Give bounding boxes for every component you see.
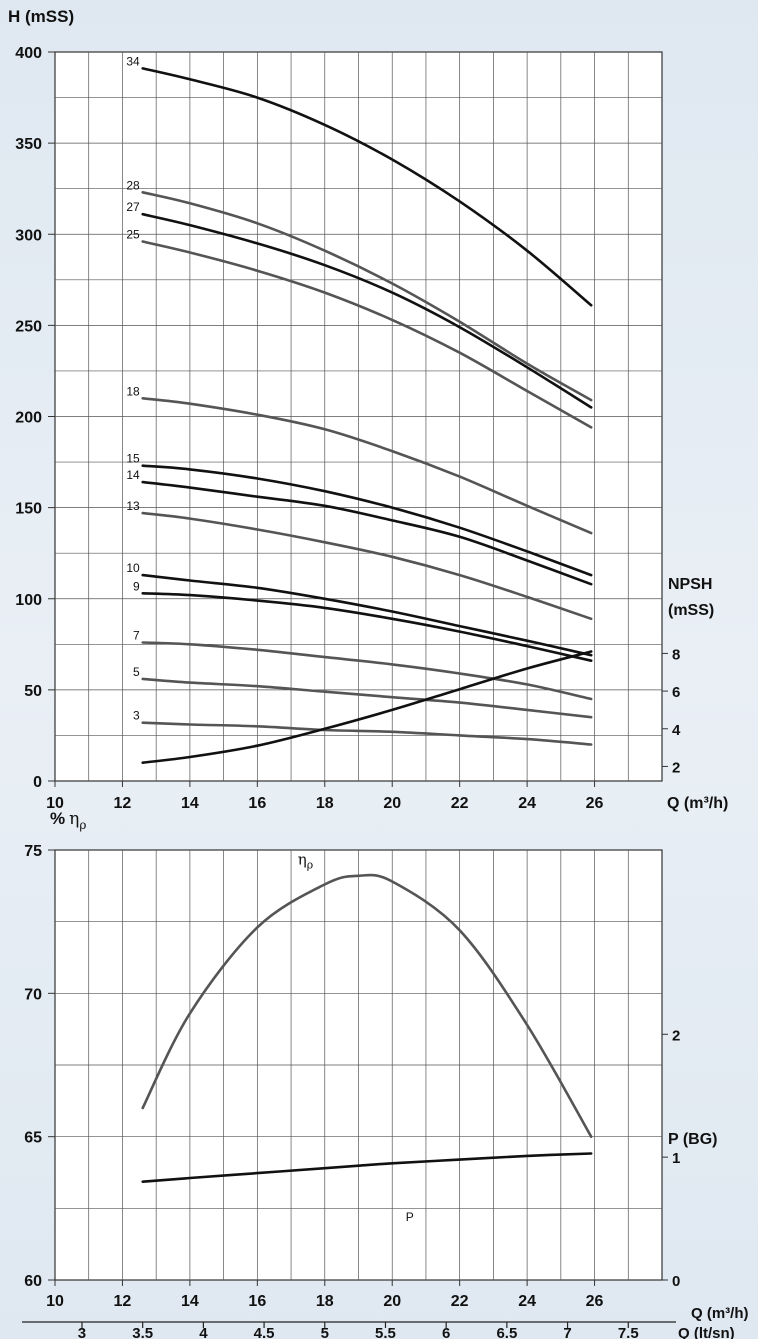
x-tick-label: 26 [586, 1293, 604, 1310]
y-axis-title: % ηρ [50, 809, 86, 832]
npsh-axis-title: NPSH [668, 576, 712, 593]
x2-tick-label: 6 [442, 1325, 450, 1339]
power-tick-label: 1 [672, 1150, 680, 1167]
y-axis-title-prefix: % [50, 809, 65, 828]
curve-10 [141, 573, 593, 657]
x-tick-label: 12 [114, 795, 132, 812]
curve-28 [141, 191, 593, 402]
x-tick-label: 16 [248, 795, 266, 812]
x-tick-label: 10 [46, 1293, 64, 1310]
curve-label: 15 [126, 452, 140, 466]
curve-18 [141, 397, 593, 535]
x-tick-label: 24 [518, 795, 536, 812]
curve-9 [141, 592, 593, 662]
x2-axis-title: Q (lt/sn) [678, 1325, 735, 1339]
npsh-tick-label: 2 [672, 759, 680, 776]
curve-label: 13 [126, 499, 140, 513]
y-tick-label: 400 [15, 45, 42, 62]
x2-tick-label: 3 [78, 1325, 86, 1339]
x2-tick-label: 3.5 [132, 1325, 153, 1339]
npsh-tick-label: 4 [672, 722, 681, 739]
power-tick-label: 0 [672, 1273, 680, 1290]
curve-7 [141, 641, 593, 701]
x2-tick-label: 4.5 [254, 1325, 275, 1339]
y-tick-label: 150 [15, 501, 42, 518]
curve-label: 18 [126, 384, 140, 398]
efficiency-curve-label-symbol: η [298, 850, 307, 868]
x-tick-label: 12 [114, 1293, 132, 1310]
efficiency-curve-label-sub: ρ [307, 858, 313, 871]
curve-label: 7 [133, 628, 140, 642]
x-tick-label: 14 [181, 795, 199, 812]
x2-tick-label: 4 [199, 1325, 208, 1339]
y-tick-label: 300 [15, 227, 42, 244]
head-chart: H (mSS) 0 50 100 150 200 250 300 350 400 10 12 14 16 1… [8, 7, 728, 812]
y-tick-label: 75 [24, 843, 42, 860]
npsh-tick-label: 8 [672, 646, 680, 663]
curve-label: 5 [133, 665, 140, 679]
curve-label: 14 [126, 468, 140, 482]
x-tick-label: 14 [181, 1293, 199, 1310]
x2-tick-label: 5.5 [375, 1325, 396, 1339]
curve-label: 9 [133, 579, 140, 593]
y-tick-label: 0 [33, 774, 42, 791]
y-axis-title: H (mSS) [8, 7, 74, 26]
x-tick-label: 22 [451, 795, 469, 812]
curve-13 [141, 511, 593, 621]
curve-15 [141, 464, 593, 577]
curve-power [141, 1152, 593, 1183]
x-tick-label: 24 [518, 1293, 536, 1310]
curve-label: 27 [126, 200, 140, 214]
curve-label: 10 [126, 561, 140, 575]
x2-tick-label: 5 [321, 1325, 329, 1339]
npsh-axis-unit: (mSS) [668, 602, 714, 619]
curve-34 [141, 67, 593, 307]
curve-npsh [141, 650, 593, 764]
x2-tick-label: 7.5 [618, 1325, 639, 1339]
power-axis-title: P (BG) [668, 1131, 717, 1148]
curve-5 [141, 677, 593, 719]
curve-3 [141, 721, 593, 746]
power-curve-label: P [406, 1210, 414, 1224]
y-tick-label: 350 [15, 136, 42, 153]
npsh-tick-label: 6 [672, 684, 680, 701]
x-tick-label: 16 [248, 1293, 266, 1310]
x-tick-label: 20 [383, 1293, 401, 1310]
curve-label: 25 [126, 228, 140, 242]
x2-tick-label: 7 [563, 1325, 571, 1339]
x-tick-label: 26 [586, 795, 604, 812]
efficiency-curve-label: ηρ [298, 850, 313, 871]
power-tick-label: 2 [672, 1027, 680, 1044]
x-tick-label: 22 [451, 1293, 469, 1310]
x2-tick-label: 6.5 [496, 1325, 517, 1339]
y-tick-label: 200 [15, 410, 42, 427]
curve-label: 3 [133, 709, 140, 723]
curve-label: 28 [126, 178, 140, 192]
y-axis-title-symbol: η [69, 809, 79, 829]
curve-27 [141, 212, 593, 409]
y-tick-label: 70 [24, 986, 42, 1003]
x-tick-label: 10 [46, 795, 64, 812]
x-axis-title: Q (m³/h) [691, 1305, 749, 1322]
y-axis-title-sub: ρ [79, 818, 86, 832]
curve-14 [141, 480, 593, 586]
x-tick-label: 18 [316, 1293, 334, 1310]
y-tick-label: 50 [24, 683, 42, 700]
x-axis-title: Q (m³/h) [667, 795, 728, 812]
y-tick-label: 100 [15, 592, 42, 609]
curve-25 [141, 240, 593, 429]
y-tick-label: 60 [24, 1273, 42, 1290]
x-tick-label: 18 [316, 795, 334, 812]
y-tick-label: 250 [15, 318, 42, 335]
y-tick-label: 65 [24, 1130, 42, 1147]
curve-label: 34 [126, 54, 140, 68]
x-tick-label: 20 [383, 795, 401, 812]
curve-efficiency [141, 873, 593, 1138]
